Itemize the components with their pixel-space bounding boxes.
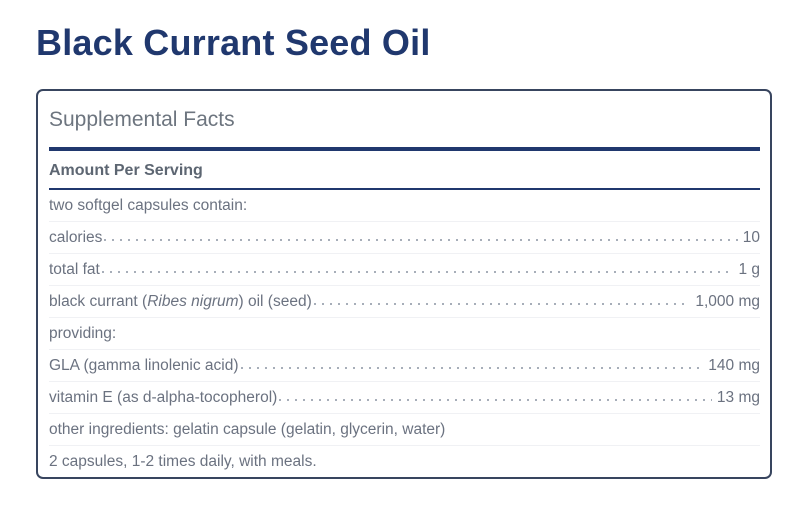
fact-label: providing:: [49, 325, 117, 342]
fact-value: 13 mg: [716, 389, 760, 406]
fact-label-pre: black currant (: [49, 293, 148, 310]
fact-label: total fat: [49, 261, 100, 278]
fact-label: GLA (gamma linolenic acid): [49, 357, 239, 374]
fact-row-other-ingredients: other ingredients: gelatin capsule (gela…: [49, 414, 760, 446]
fact-value: 1,000 mg: [695, 293, 760, 310]
dot-leader: [279, 389, 712, 406]
page-title: Black Currant Seed Oil: [36, 22, 431, 63]
dot-leader: [101, 261, 734, 278]
fact-label-latin-name: Ribes nigrum: [147, 293, 239, 310]
fact-label: black currant (Ribes nigrum) oil (seed): [49, 293, 312, 310]
divider-thin: [49, 188, 760, 190]
dot-leader: [240, 357, 704, 374]
fact-label: calories: [49, 229, 103, 246]
fact-label: 2 capsules, 1-2 times daily, with meals.: [49, 453, 317, 470]
fact-label: other ingredients: gelatin capsule (gela…: [49, 421, 446, 438]
fact-row-gla: GLA (gamma linolenic acid) 140 mg: [49, 350, 760, 382]
dot-leader: [313, 293, 691, 310]
fact-row-calories: calories 10: [49, 222, 760, 254]
panel-heading: Supplemental Facts: [49, 108, 235, 131]
dot-leader: [104, 229, 739, 246]
fact-value: 140 mg: [708, 357, 760, 374]
fact-row-black-currant-oil: black currant (Ribes nigrum) oil (seed) …: [49, 286, 760, 318]
fact-value: 1 g: [738, 261, 760, 278]
fact-row-providing: providing:: [49, 318, 760, 350]
fact-row-dosage: 2 capsules, 1-2 times daily, with meals.: [49, 446, 760, 477]
supplemental-facts-panel: Supplemental Facts Amount Per Serving tw…: [36, 89, 772, 479]
fact-row-vitamin-e: vitamin E (as d-alpha-tocopherol) 13 mg: [49, 382, 760, 414]
fact-value: 10: [742, 229, 760, 246]
fact-label: vitamin E (as d-alpha-tocopherol): [49, 389, 278, 406]
fact-row-total-fat: total fat 1 g: [49, 254, 760, 286]
divider-thick: [49, 147, 760, 151]
fact-label: two softgel capsules contain:: [49, 197, 248, 214]
fact-label-post: ) oil (seed): [238, 293, 312, 310]
fact-row-serving-size: two softgel capsules contain:: [49, 190, 760, 222]
amount-per-serving-header: Amount Per Serving: [49, 162, 203, 179]
